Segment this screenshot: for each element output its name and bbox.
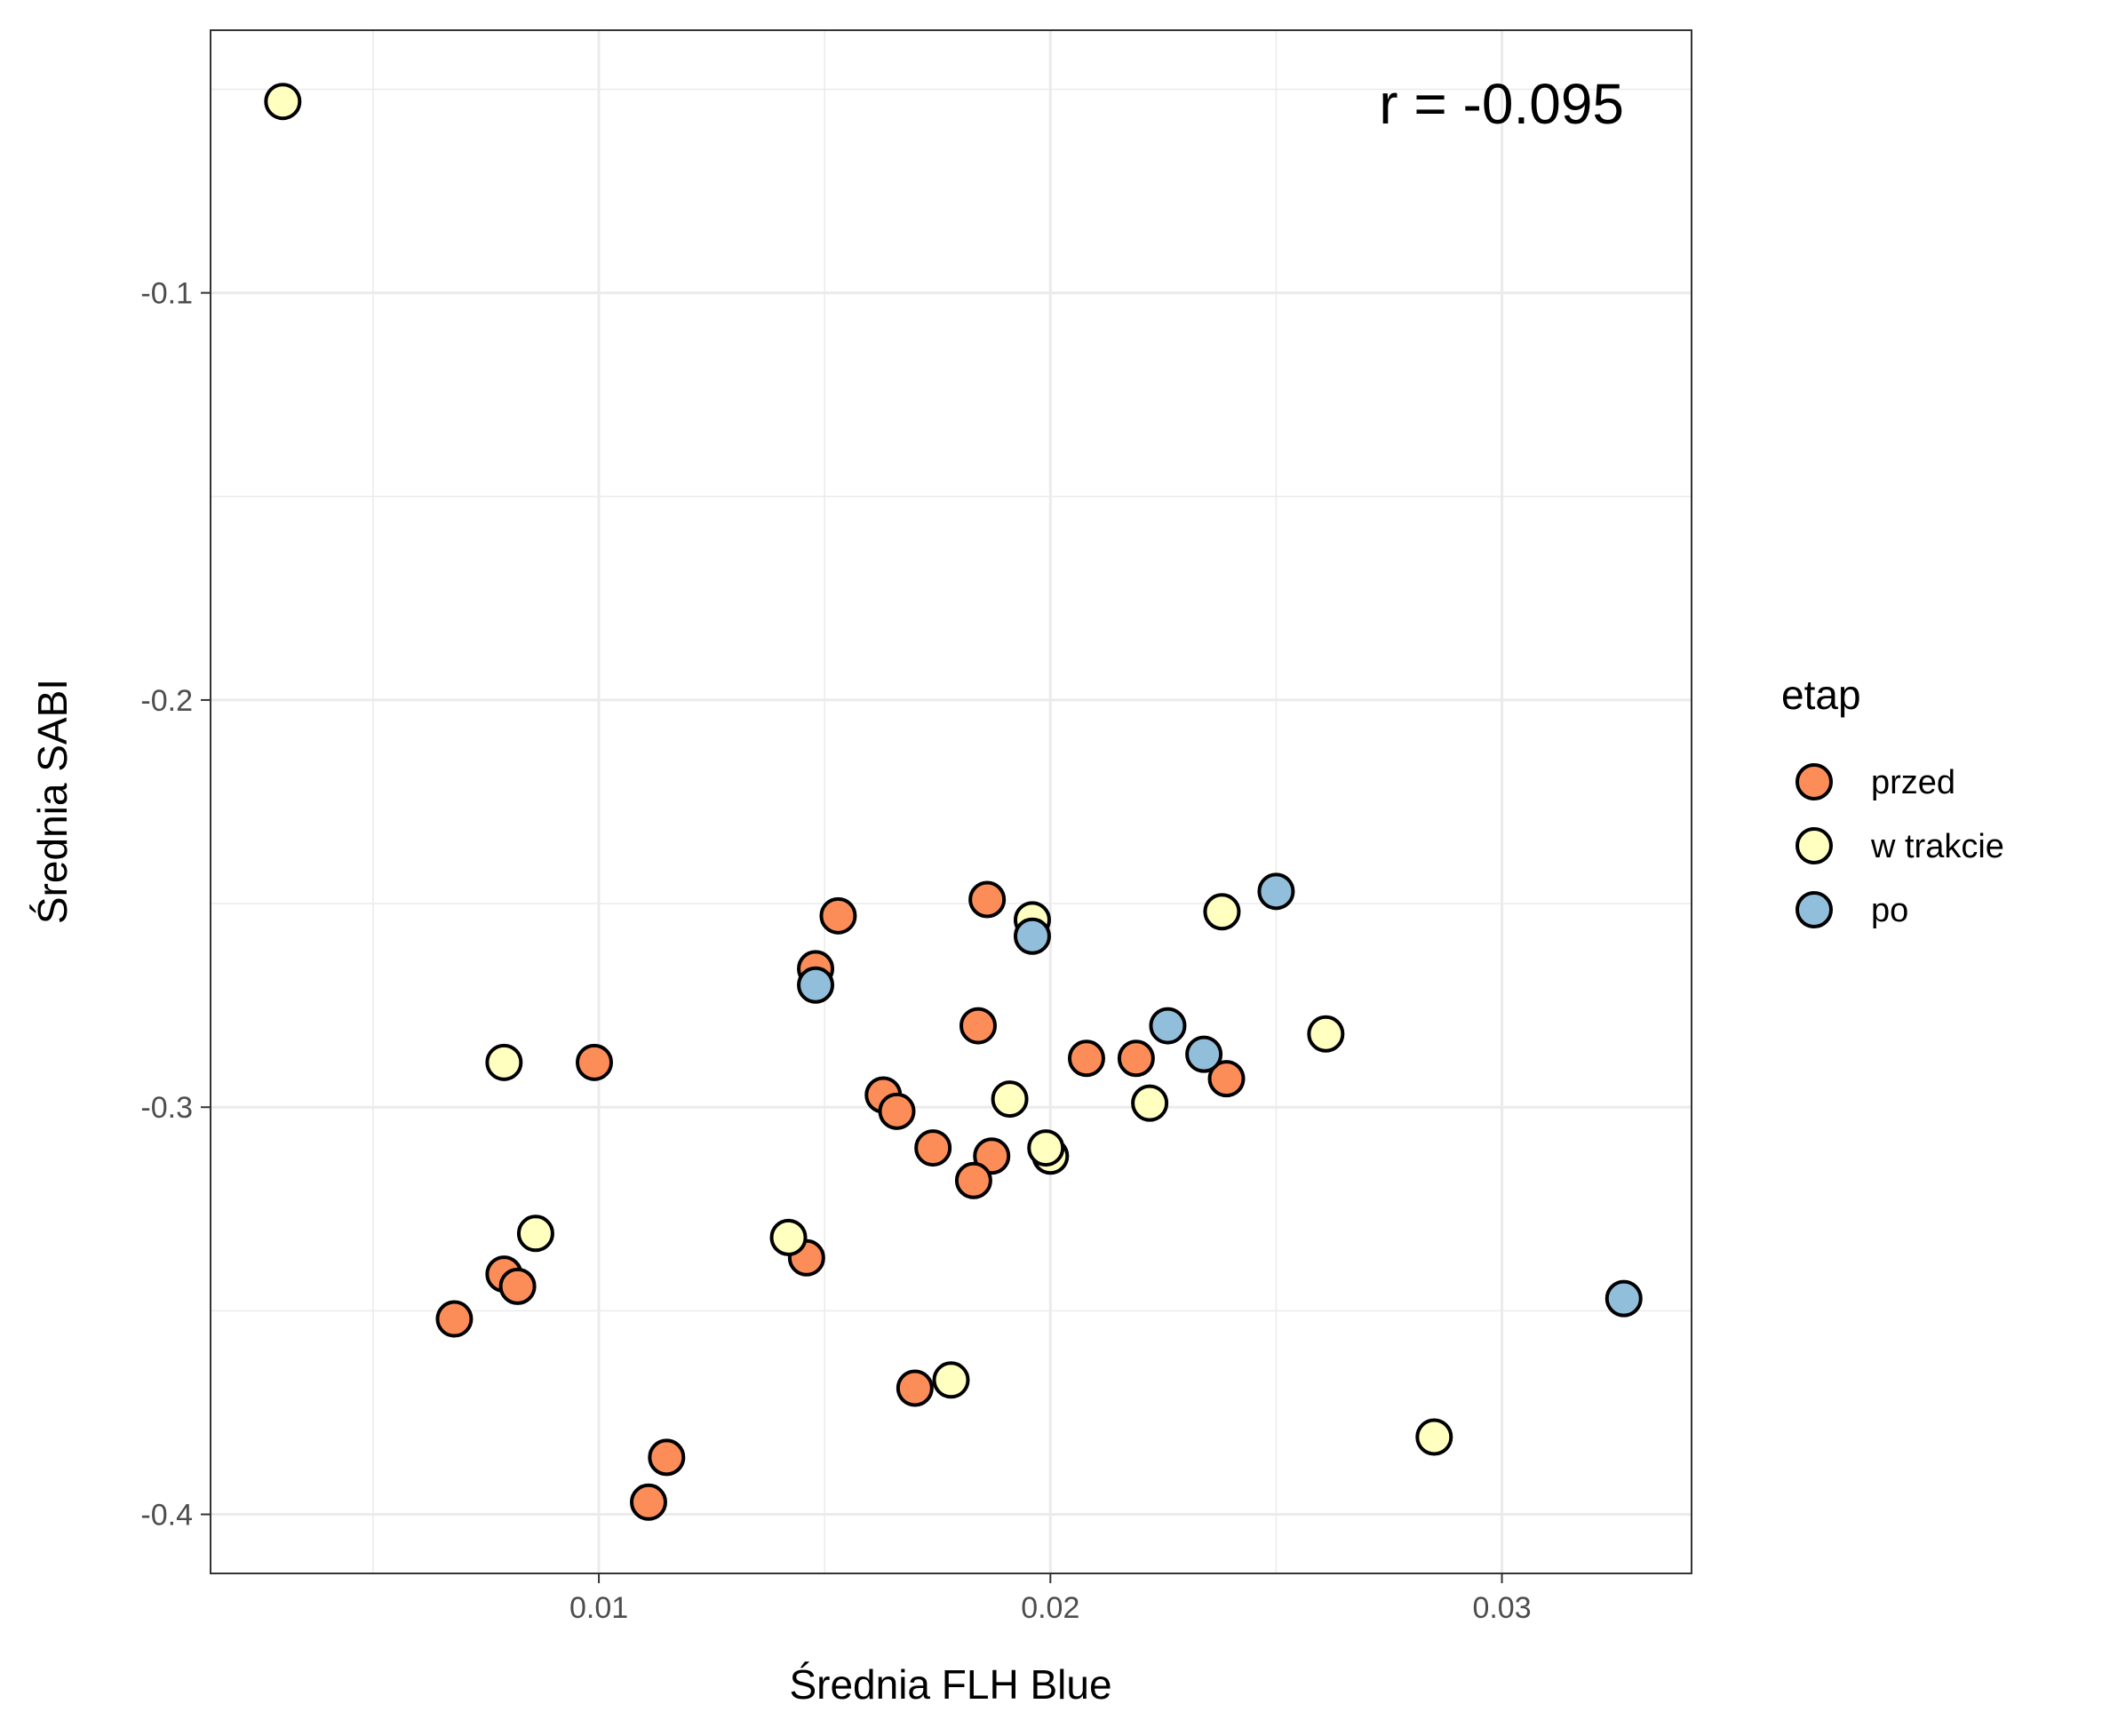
data-point	[954, 1161, 992, 1199]
data-point	[968, 880, 1007, 919]
data-point	[1307, 1015, 1345, 1053]
data-point	[1415, 1418, 1453, 1456]
data-point	[1203, 893, 1241, 931]
data-point	[648, 1438, 686, 1477]
legend-items: przed w trakcie po	[1795, 763, 2004, 929]
data-points	[264, 83, 1643, 1521]
plot-panel	[211, 30, 1692, 1573]
y-tick-label: -0.2	[140, 684, 193, 718]
y-tick-label: -0.3	[140, 1091, 193, 1125]
legend-label: po	[1871, 892, 1908, 929]
y-axis-title: Średnia SABI	[29, 679, 76, 924]
data-point	[435, 1300, 474, 1338]
x-tick-label: 0.01	[569, 1591, 628, 1625]
legend-key	[1795, 891, 1833, 928]
x-axis-ticks: 0.01 0.02 0.03	[569, 1573, 1532, 1625]
data-point	[896, 1369, 934, 1407]
y-tick-label: -0.4	[140, 1499, 193, 1533]
legend: etap przed w trakcie po	[1781, 672, 2004, 929]
x-tick-label: 0.03	[1472, 1591, 1531, 1625]
data-point	[1207, 1060, 1246, 1098]
data-point	[1257, 872, 1295, 911]
legend-label: przed	[1871, 764, 1955, 801]
data-point	[769, 1218, 808, 1256]
y-axis-ticks: -0.1 -0.2 -0.3 -0.4	[140, 277, 211, 1533]
data-point	[914, 1129, 952, 1167]
data-point	[516, 1214, 554, 1253]
data-point	[878, 1092, 916, 1130]
data-point	[264, 83, 302, 121]
legend-label: w trakcie	[1870, 828, 2004, 865]
data-point	[819, 896, 857, 935]
grid-major	[211, 30, 1692, 1573]
data-point	[932, 1361, 970, 1399]
data-point	[1067, 1039, 1105, 1078]
x-tick-label: 0.02	[1021, 1591, 1079, 1625]
legend-key	[1795, 827, 1833, 864]
data-point	[973, 1137, 1011, 1175]
data-point	[498, 1267, 537, 1305]
data-point	[629, 1483, 667, 1521]
data-point	[1117, 1039, 1155, 1078]
data-point	[485, 1043, 523, 1081]
grid-minor	[211, 30, 1692, 1573]
data-point	[1149, 1007, 1187, 1045]
data-point	[1027, 1129, 1065, 1167]
y-tick-label: -0.1	[140, 277, 193, 311]
data-point	[575, 1043, 613, 1081]
data-point	[797, 966, 835, 1004]
data-point	[1013, 917, 1051, 955]
plot-border	[210, 29, 1692, 1574]
legend-key	[1795, 763, 1833, 800]
data-point	[959, 1007, 997, 1045]
legend-title: etap	[1781, 672, 1861, 718]
correlation-annotation: r = -0.095	[1379, 72, 1624, 136]
data-point	[991, 1080, 1029, 1119]
data-point	[1604, 1279, 1643, 1318]
data-point	[1185, 1035, 1223, 1073]
data-point	[1131, 1084, 1169, 1122]
x-axis-title: Średnia FLH Blue	[789, 1661, 1111, 1708]
